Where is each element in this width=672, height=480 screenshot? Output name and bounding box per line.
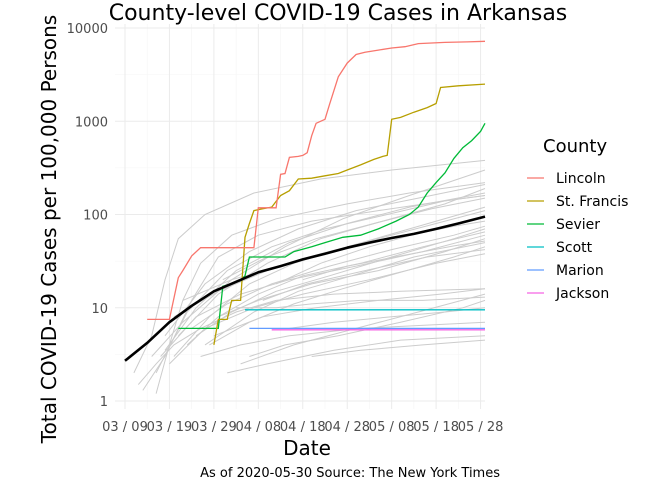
- other-county-line: [200, 321, 486, 357]
- other-county-line: [289, 307, 486, 329]
- other-county-line: [222, 197, 486, 281]
- other-county-line: [133, 159, 486, 374]
- x-tick-label: 05 / 28: [458, 420, 504, 435]
- other-county-line: [227, 335, 486, 374]
- legend-label-jackson: Jackson: [555, 286, 609, 302]
- trend-series: [124, 215, 486, 362]
- y-axis-title: Total COVID-19 Cases per 100,000 Persons: [37, 15, 61, 444]
- other-county-line: [262, 249, 486, 301]
- trend-line: [124, 215, 486, 362]
- other-county-line: [173, 210, 486, 318]
- y-tick-label: 100: [83, 209, 108, 224]
- x-tick-label: 04 / 28: [324, 420, 370, 435]
- legend: County Lincoln St. Francis Sevier Scott Mari…: [527, 136, 628, 302]
- x-tick-label: 03 / 09: [102, 420, 148, 435]
- y-tick-label: 1000: [75, 115, 108, 130]
- grid-lines: [115, 24, 485, 409]
- other-county-line: [177, 188, 486, 337]
- legend-title: County: [543, 136, 607, 157]
- legend-label-marion: Marion: [556, 263, 604, 279]
- y-tick-label: 10: [91, 302, 108, 317]
- x-tick-label: 05 / 18: [413, 420, 459, 435]
- county-line-sevier: [178, 122, 486, 330]
- x-axis-title: Date: [283, 436, 331, 460]
- y-tick-label: 10000: [67, 22, 108, 37]
- other-county-line: [155, 182, 486, 394]
- x-tick-label: 05 / 08: [369, 420, 415, 435]
- x-tick-label: 03 / 29: [191, 420, 237, 435]
- chart-caption: As of 2020-05-30 Source: The New York Ti…: [200, 466, 500, 480]
- other-county-line: [195, 228, 486, 337]
- county-line-lincoln: [147, 40, 486, 321]
- chart-title: County-level COVID-19 Cases in Arkansas: [109, 1, 568, 26]
- y-axis-ticks: 1 10 100 1000 10000: [67, 22, 108, 410]
- x-tick-label: 03 / 19: [147, 420, 193, 435]
- other-county-line: [164, 192, 486, 351]
- x-tick-label: 04 / 18: [280, 420, 326, 435]
- other-county-line: [191, 225, 486, 329]
- other-county-line: [213, 288, 486, 337]
- other-county-line: [302, 240, 486, 281]
- other-county-line: [151, 169, 486, 357]
- legend-label-st-francis: St. Francis: [556, 194, 628, 210]
- other-county-line: [137, 288, 486, 385]
- other-county-line: [164, 184, 486, 337]
- legend-items: Lincoln St. Francis Sevier Scott Marion Jacks…: [527, 171, 628, 302]
- other-county-line: [236, 296, 486, 309]
- other-county-line: [218, 231, 486, 318]
- county-line-st-francis: [213, 83, 486, 346]
- other-county-series: [133, 159, 486, 394]
- x-tick-label: 04 / 08: [235, 420, 281, 435]
- legend-label-sevier: Sevier: [556, 217, 600, 233]
- other-county-line: [204, 242, 486, 346]
- legend-label-lincoln: Lincoln: [556, 171, 606, 187]
- legend-label-scott: Scott: [556, 240, 593, 256]
- other-county-line: [311, 339, 486, 357]
- y-tick-label: 1: [100, 395, 108, 410]
